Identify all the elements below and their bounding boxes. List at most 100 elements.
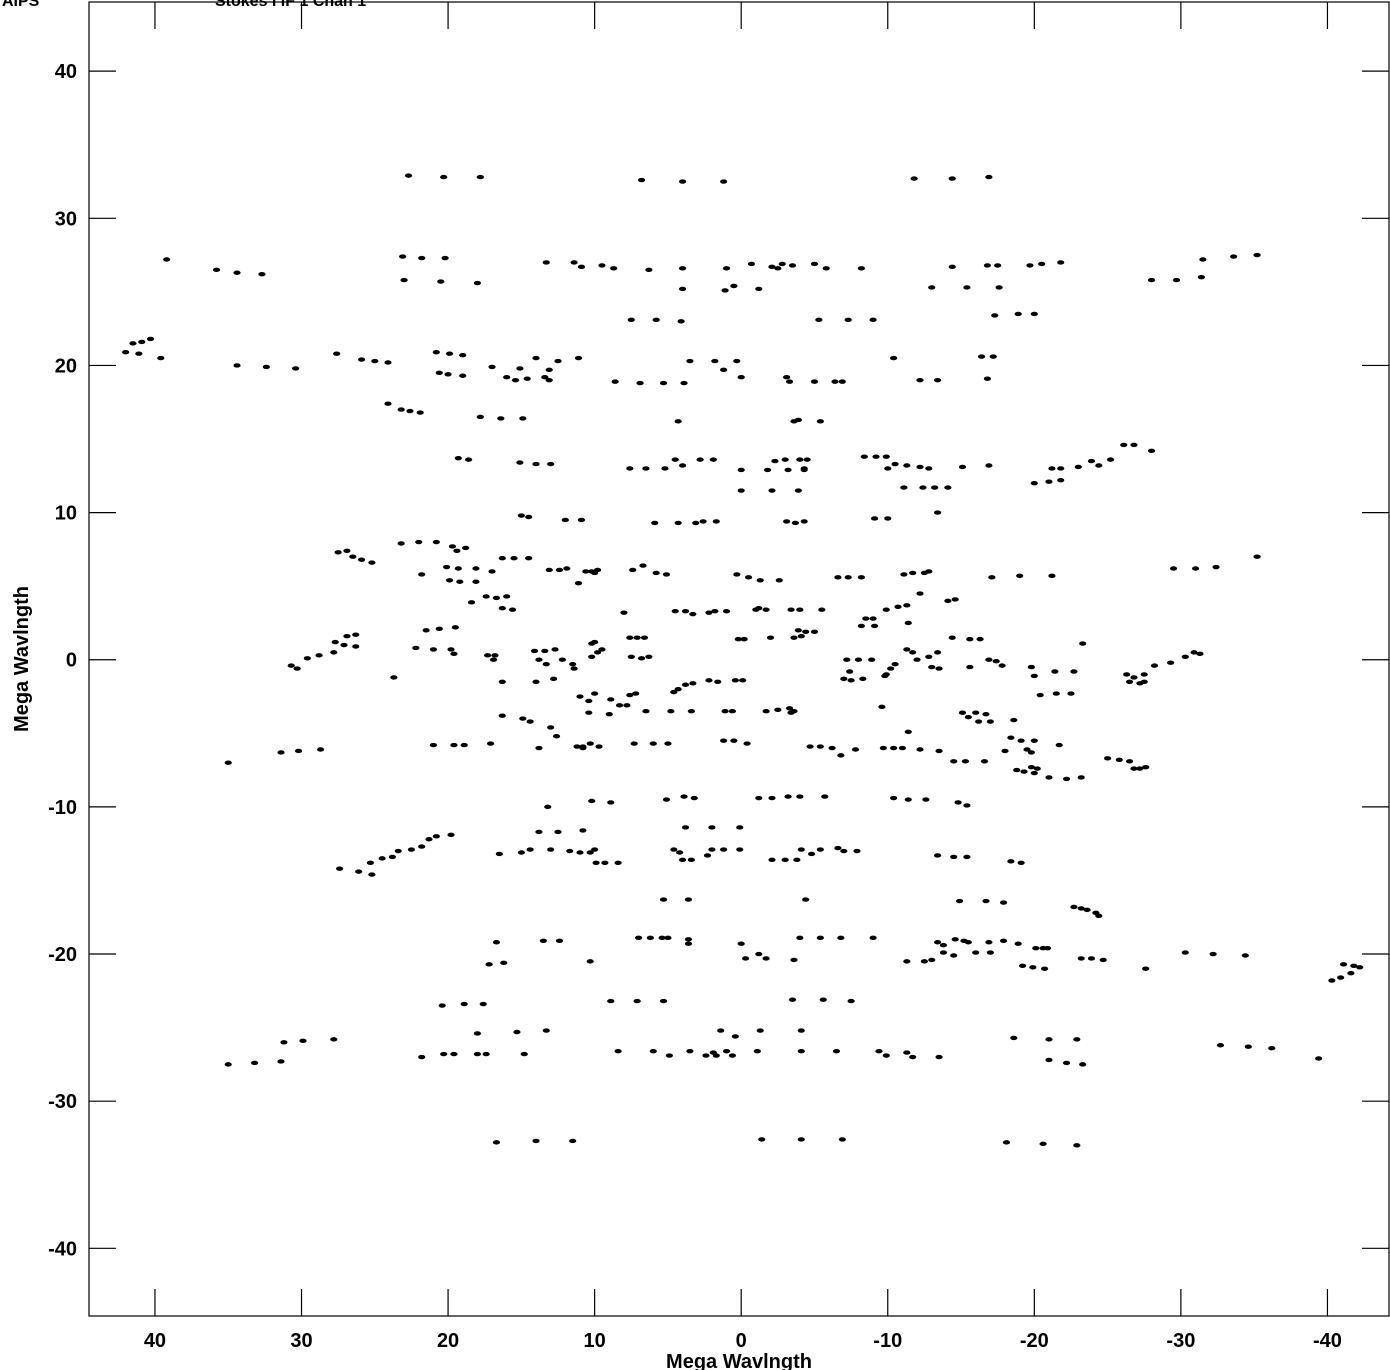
uv-point — [1315, 1056, 1323, 1061]
uv-point — [972, 710, 980, 715]
uv-point — [712, 519, 720, 524]
uv-point — [437, 279, 445, 284]
uv-point — [739, 678, 747, 683]
uv-point — [755, 286, 763, 292]
uv-point — [532, 1138, 540, 1144]
uv-point — [875, 1048, 883, 1054]
uv-point — [586, 850, 594, 855]
uv-point — [720, 179, 728, 184]
uv-point — [492, 595, 501, 601]
uv-point — [532, 355, 540, 361]
uv-point — [935, 1054, 943, 1060]
uv-point — [690, 795, 698, 801]
uv-point — [1018, 963, 1027, 968]
uv-point — [495, 851, 503, 857]
uv-point — [629, 567, 637, 573]
uv-point — [790, 957, 798, 963]
uv-point — [503, 375, 511, 380]
uv-point — [333, 351, 341, 356]
uv-point — [667, 709, 675, 714]
uv-point — [887, 666, 895, 671]
uv-point — [1043, 945, 1052, 951]
uv-point — [1212, 564, 1220, 570]
uv-point — [784, 794, 792, 799]
uv-point — [972, 950, 980, 955]
y-tick-label: 20 — [55, 355, 77, 377]
uv-point — [931, 485, 939, 490]
uv-point — [661, 466, 669, 471]
header-left-label: AIPS — [2, 0, 40, 10]
uv-point — [1147, 448, 1156, 453]
uv-point — [450, 651, 458, 657]
uv-point — [610, 266, 618, 271]
uv-point — [399, 254, 407, 259]
uv-point — [800, 467, 808, 473]
uv-point — [674, 686, 682, 692]
uv-point — [460, 1001, 468, 1007]
uv-point — [516, 460, 524, 465]
uv-point — [879, 745, 887, 751]
uv-point — [545, 567, 553, 573]
uv-point — [711, 608, 719, 614]
uv-point — [445, 578, 454, 583]
uv-point — [1095, 913, 1103, 918]
uv-point — [1017, 738, 1025, 743]
uv-point — [837, 753, 845, 758]
uv-point — [933, 853, 942, 858]
uv-point — [868, 657, 876, 662]
uv-point — [459, 373, 467, 378]
uv-point — [928, 957, 936, 963]
uv-point — [450, 1051, 458, 1057]
uv-point — [1016, 573, 1024, 579]
uv-point — [1190, 650, 1198, 655]
uv-point — [384, 360, 392, 365]
uv-point — [627, 654, 635, 659]
uv-point — [870, 623, 879, 629]
uv-point — [287, 663, 295, 668]
uv-point — [870, 516, 879, 521]
uv-point — [1268, 1045, 1276, 1051]
uv-point — [503, 594, 511, 599]
uv-point — [1062, 1060, 1071, 1066]
uv-point — [768, 857, 776, 863]
uv-point — [541, 375, 549, 380]
uv-point — [788, 263, 797, 268]
uv-point — [939, 942, 948, 948]
uv-point — [652, 570, 660, 576]
uv-point — [681, 825, 690, 830]
uv-point — [909, 570, 917, 576]
uv-point — [922, 797, 930, 802]
uv-point — [857, 623, 865, 629]
uv-point — [810, 261, 819, 267]
uv-point — [1014, 941, 1022, 946]
uv-point — [542, 661, 550, 667]
uv-point — [802, 897, 810, 902]
uv-point — [1057, 478, 1065, 483]
uv-point — [919, 485, 927, 490]
uv-point — [659, 897, 668, 902]
uv-point — [900, 572, 908, 577]
uv-point — [658, 935, 666, 941]
uv-point — [819, 997, 827, 1002]
uv-point — [588, 654, 596, 659]
y-axis-label: Mega Wavlngth — [11, 586, 33, 732]
uv-point — [598, 263, 606, 268]
uv-point — [404, 173, 413, 178]
uv-point — [1142, 966, 1150, 971]
uv-point — [986, 719, 994, 724]
uv-point — [1045, 1057, 1053, 1063]
uv-point — [796, 457, 804, 462]
uv-point — [489, 657, 498, 662]
uv-point — [484, 653, 492, 658]
uv-point — [793, 857, 801, 863]
uv-point — [762, 956, 770, 961]
uv-point — [985, 174, 993, 180]
uv-point — [758, 1137, 766, 1142]
uv-point — [233, 270, 241, 275]
uv-point — [958, 464, 967, 470]
uv-point — [626, 466, 634, 471]
uv-point — [796, 935, 804, 941]
uv-point — [607, 800, 615, 805]
uv-point — [854, 657, 863, 662]
uv-point — [686, 358, 694, 364]
